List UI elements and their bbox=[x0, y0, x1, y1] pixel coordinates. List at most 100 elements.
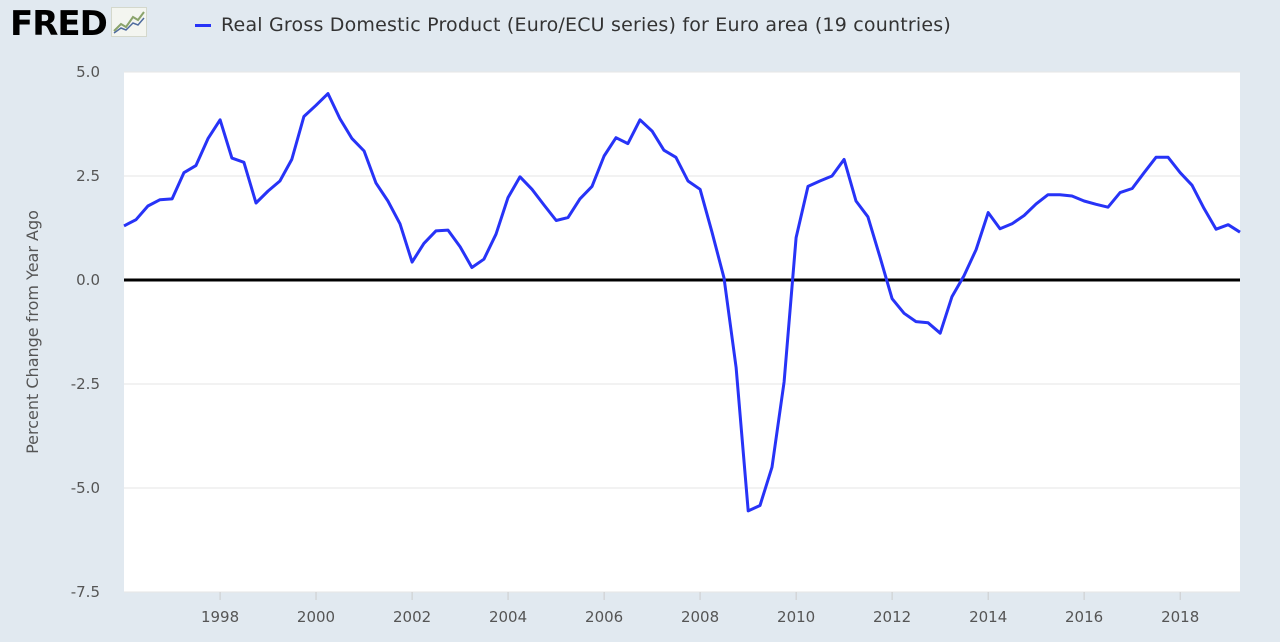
data-point[interactable] bbox=[854, 199, 858, 203]
data-point[interactable] bbox=[194, 164, 198, 168]
data-point[interactable] bbox=[302, 115, 306, 119]
data-point[interactable] bbox=[422, 241, 426, 245]
data-point[interactable] bbox=[1214, 227, 1218, 231]
data-point[interactable] bbox=[686, 179, 690, 183]
data-point[interactable] bbox=[638, 118, 642, 122]
data-point[interactable] bbox=[254, 201, 258, 205]
data-point[interactable] bbox=[950, 295, 954, 299]
data-point[interactable] bbox=[434, 229, 438, 233]
data-point[interactable] bbox=[1022, 214, 1026, 218]
data-point[interactable] bbox=[1178, 171, 1182, 175]
data-point[interactable] bbox=[998, 227, 1002, 231]
data-point[interactable] bbox=[278, 179, 282, 183]
data-point[interactable] bbox=[230, 156, 234, 160]
data-point[interactable] bbox=[446, 228, 450, 232]
data-point[interactable] bbox=[146, 204, 150, 208]
data-point[interactable] bbox=[986, 211, 990, 215]
data-point[interactable] bbox=[530, 187, 534, 191]
data-point[interactable] bbox=[830, 174, 834, 178]
data-point[interactable] bbox=[554, 219, 558, 223]
data-point[interactable] bbox=[1226, 223, 1230, 227]
data-point[interactable] bbox=[698, 187, 702, 191]
data-point[interactable] bbox=[482, 257, 486, 261]
data-point[interactable] bbox=[362, 149, 366, 153]
data-point[interactable] bbox=[602, 154, 606, 158]
data-point[interactable] bbox=[674, 155, 678, 159]
data-point[interactable] bbox=[398, 222, 402, 226]
data-point[interactable] bbox=[770, 465, 774, 469]
data-point[interactable] bbox=[1094, 202, 1098, 206]
data-point[interactable] bbox=[1142, 171, 1146, 175]
data-point[interactable] bbox=[350, 137, 354, 141]
data-point[interactable] bbox=[314, 103, 318, 107]
data-point[interactable] bbox=[590, 184, 594, 188]
data-point[interactable] bbox=[518, 175, 522, 179]
data-point[interactable] bbox=[806, 184, 810, 188]
data-point[interactable] bbox=[1166, 155, 1170, 159]
data-point[interactable] bbox=[458, 245, 462, 249]
data-point[interactable] bbox=[158, 198, 162, 202]
data-point[interactable] bbox=[962, 274, 966, 278]
data-point[interactable] bbox=[122, 224, 126, 228]
data-point[interactable] bbox=[626, 142, 630, 146]
data-point[interactable] bbox=[1082, 199, 1086, 203]
data-point[interactable] bbox=[662, 148, 666, 152]
data-point[interactable] bbox=[410, 260, 414, 264]
data-point[interactable] bbox=[734, 365, 738, 369]
data-point[interactable] bbox=[1070, 194, 1074, 198]
data-point[interactable] bbox=[566, 216, 570, 220]
data-point[interactable] bbox=[878, 255, 882, 259]
data-point[interactable] bbox=[506, 196, 510, 200]
data-point[interactable] bbox=[326, 92, 330, 96]
data-point[interactable] bbox=[1106, 205, 1110, 209]
data-point[interactable] bbox=[338, 117, 342, 121]
data-point[interactable] bbox=[290, 157, 294, 161]
data-point[interactable] bbox=[242, 160, 246, 164]
data-point[interactable] bbox=[374, 181, 378, 185]
data-point[interactable] bbox=[902, 311, 906, 315]
data-point[interactable] bbox=[170, 197, 174, 201]
y-axis-label: Percent Change from Year Ago bbox=[23, 210, 42, 454]
data-point[interactable] bbox=[1202, 206, 1206, 210]
data-point[interactable] bbox=[842, 157, 846, 161]
data-point[interactable] bbox=[914, 320, 918, 324]
data-point[interactable] bbox=[650, 129, 654, 133]
data-point[interactable] bbox=[578, 197, 582, 201]
data-point[interactable] bbox=[206, 137, 210, 141]
data-point[interactable] bbox=[470, 266, 474, 270]
data-point[interactable] bbox=[1034, 202, 1038, 206]
data-point[interactable] bbox=[710, 230, 714, 234]
data-point[interactable] bbox=[542, 203, 546, 207]
data-point[interactable] bbox=[938, 331, 942, 335]
data-point[interactable] bbox=[818, 179, 822, 183]
data-point[interactable] bbox=[134, 218, 138, 222]
data-point[interactable] bbox=[182, 171, 186, 175]
data-point[interactable] bbox=[974, 248, 978, 252]
data-point[interactable] bbox=[1154, 155, 1158, 159]
data-point[interactable] bbox=[926, 321, 930, 325]
data-point[interactable] bbox=[218, 118, 222, 122]
data-point[interactable] bbox=[1238, 230, 1242, 234]
y-tick-label: -5.0 bbox=[71, 479, 100, 497]
data-point[interactable] bbox=[494, 232, 498, 236]
data-point[interactable] bbox=[1058, 193, 1062, 197]
data-point[interactable] bbox=[386, 199, 390, 203]
legend[interactable]: Real Gross Domestic Product (Euro/ECU se… bbox=[195, 10, 951, 40]
data-point[interactable] bbox=[758, 504, 762, 508]
data-point[interactable] bbox=[1010, 222, 1014, 226]
data-point[interactable] bbox=[866, 215, 870, 219]
fred-logo[interactable]: FRED bbox=[10, 4, 147, 44]
data-point[interactable] bbox=[1046, 193, 1050, 197]
data-point[interactable] bbox=[1118, 191, 1122, 195]
data-point[interactable] bbox=[794, 236, 798, 240]
data-point[interactable] bbox=[890, 297, 894, 301]
data-point[interactable] bbox=[782, 380, 786, 384]
data-point[interactable] bbox=[1190, 183, 1194, 187]
data-point[interactable] bbox=[746, 509, 750, 513]
data-point[interactable] bbox=[614, 136, 618, 140]
data-point[interactable] bbox=[722, 276, 726, 280]
data-point[interactable] bbox=[1130, 187, 1134, 191]
series-line[interactable] bbox=[123, 92, 1241, 513]
data-point[interactable] bbox=[266, 189, 270, 193]
